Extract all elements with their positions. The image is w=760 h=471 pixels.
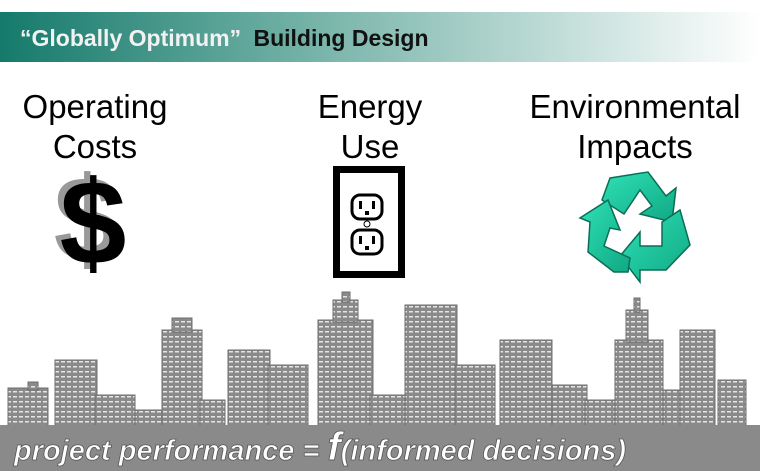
label: Impacts xyxy=(577,128,693,165)
skyline xyxy=(7,291,747,439)
title-part: “Globally Optimum” xyxy=(20,25,241,51)
footer-part: (informed decisions) xyxy=(341,435,626,467)
svg-text:$: $ xyxy=(60,156,127,290)
label: Use xyxy=(341,128,400,165)
footer-text: project performance = f(informed decisio… xyxy=(13,425,626,469)
outlet-icon xyxy=(333,166,405,278)
label: Energy xyxy=(318,88,423,125)
header-title: “Globally Optimum” Building Design xyxy=(20,25,429,51)
title-part: Building Design xyxy=(253,25,428,51)
footer-part: f xyxy=(327,425,344,469)
dollar-icon: $ $ xyxy=(54,152,127,290)
header-bar xyxy=(0,12,760,62)
svg-text:$: $ xyxy=(54,152,121,286)
footer-part: project performance = xyxy=(13,435,327,467)
ground xyxy=(0,425,760,471)
label: Environmental xyxy=(530,88,741,125)
label: Costs xyxy=(53,128,137,165)
label: Operating xyxy=(23,88,168,125)
column-labels: Operating Costs Energy Use Environmental… xyxy=(23,88,741,165)
recycle-icon xyxy=(578,171,691,285)
